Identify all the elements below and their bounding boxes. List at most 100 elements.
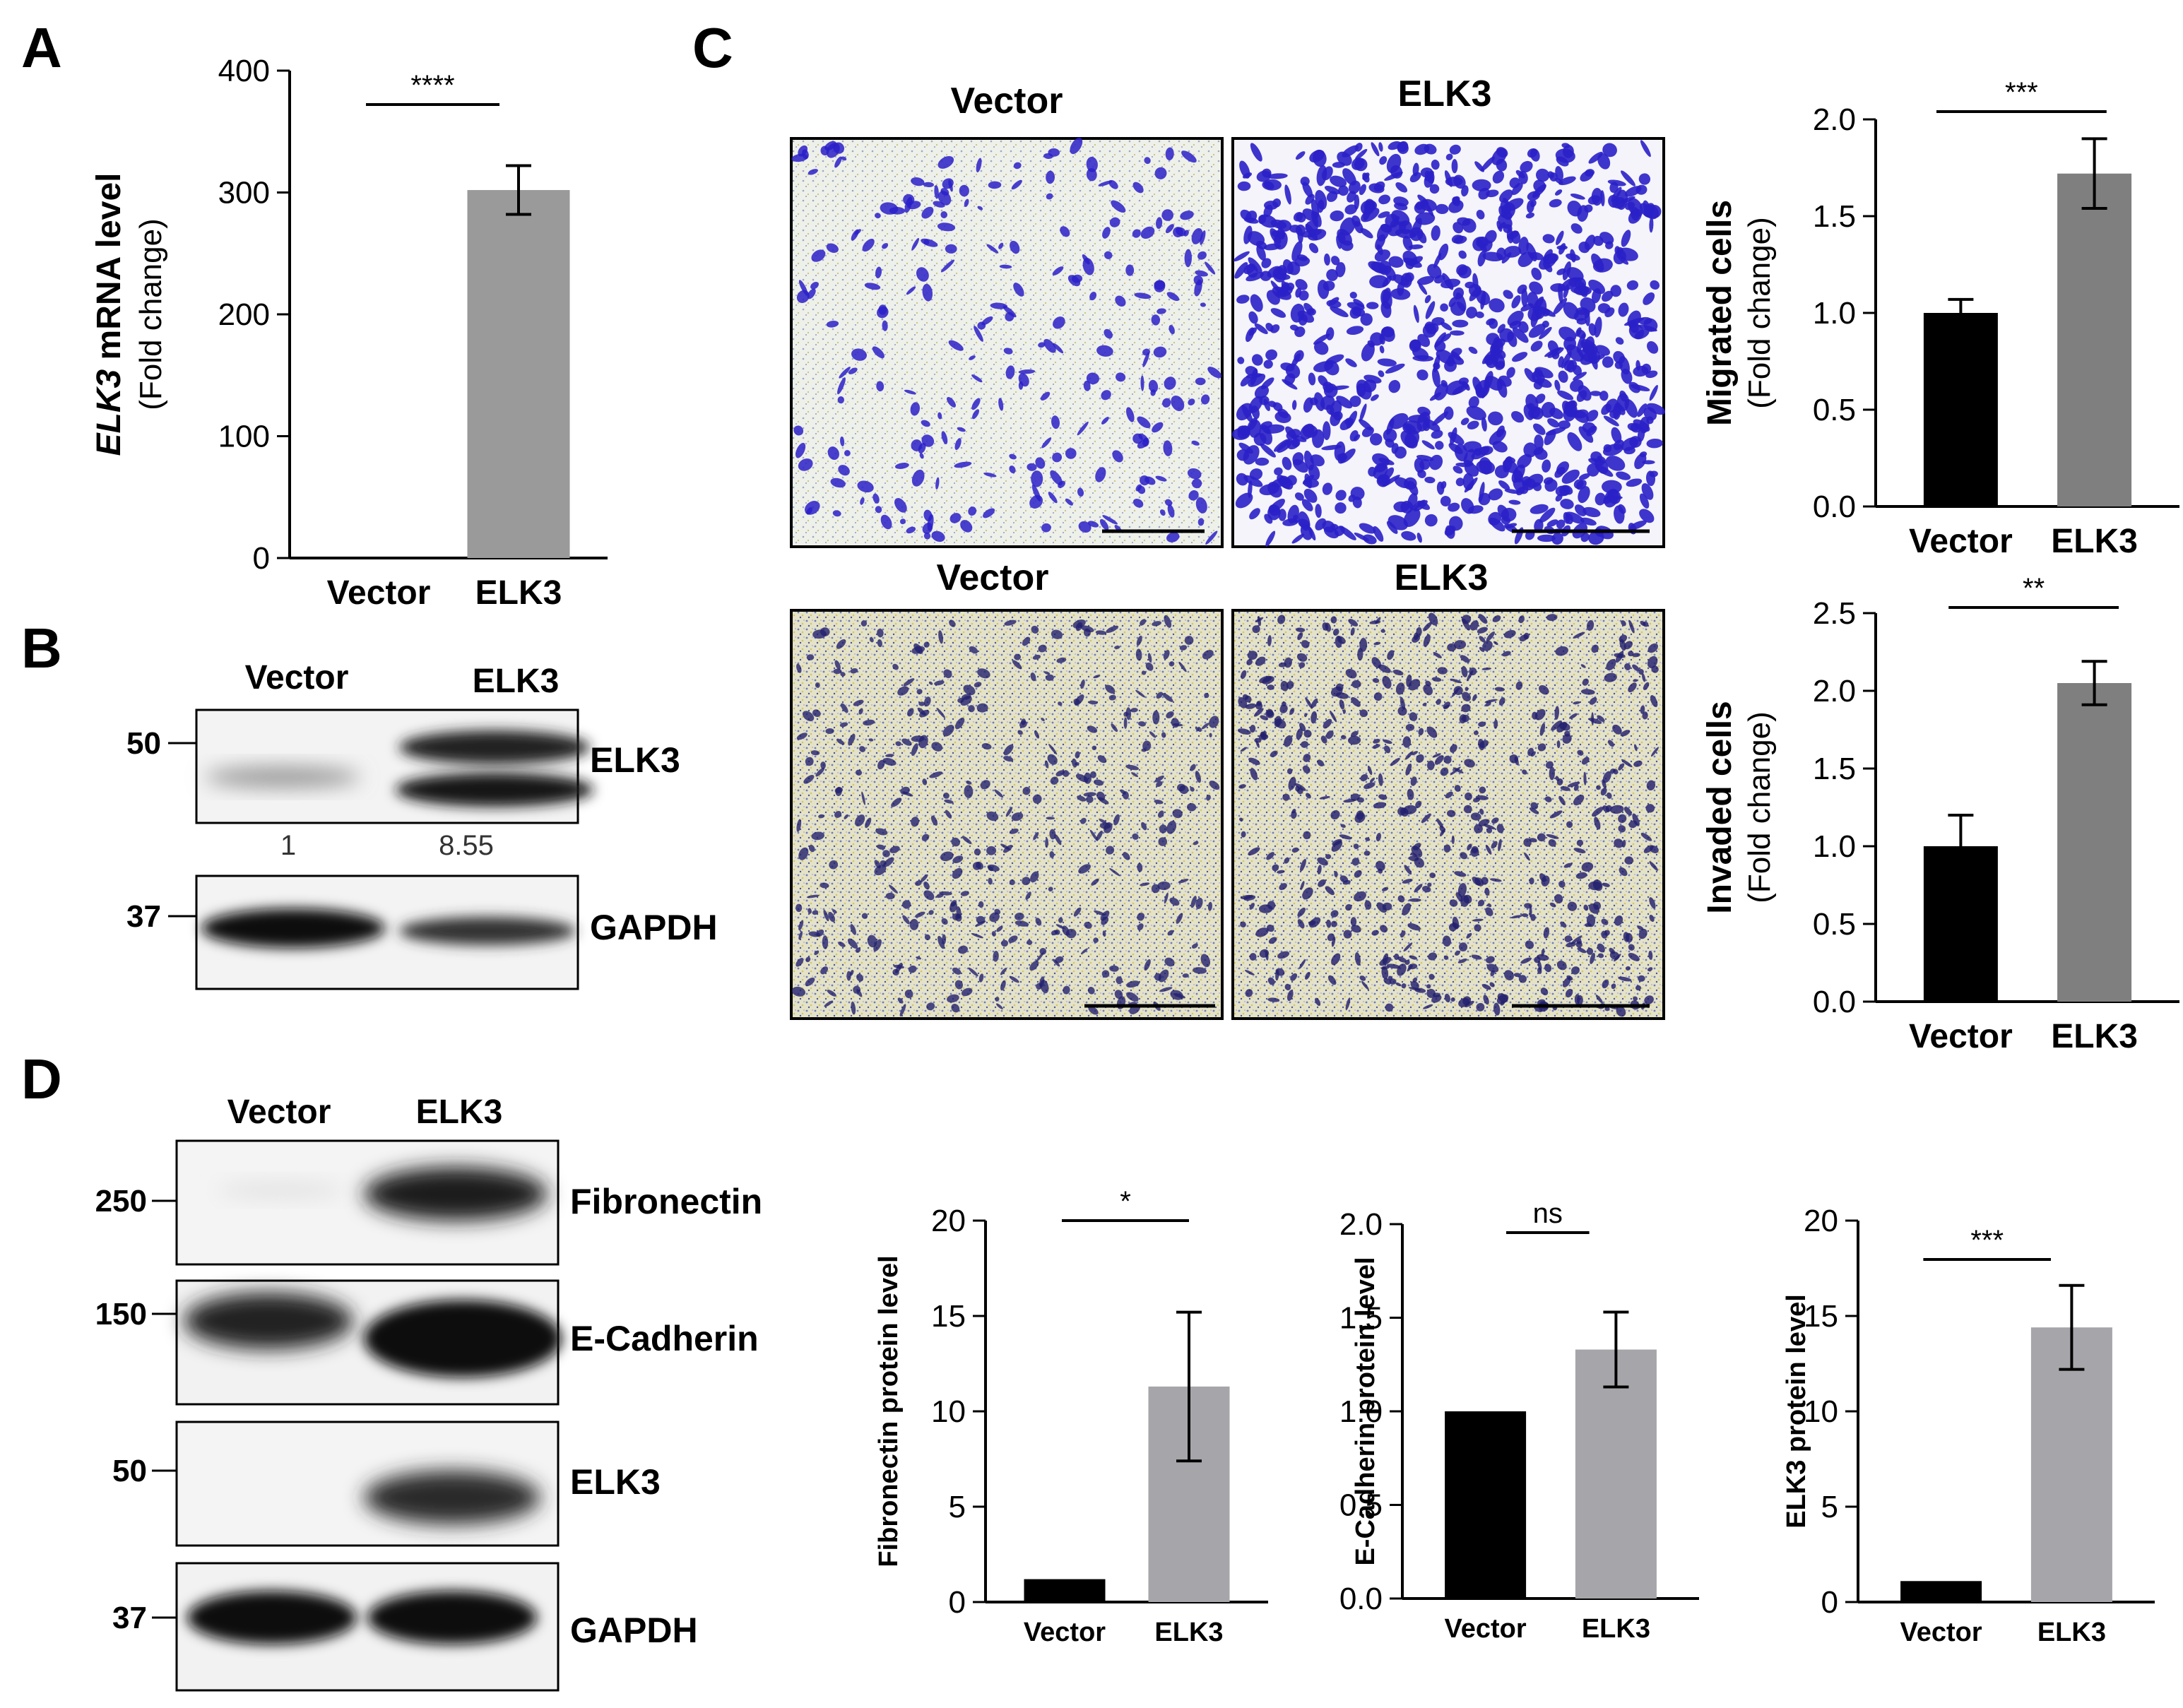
- stained-cell: [1479, 646, 1485, 653]
- stained-cell: [940, 851, 954, 862]
- stained-cell: [1649, 384, 1658, 401]
- stained-cell: [1331, 840, 1343, 852]
- stained-cell: [1049, 829, 1056, 840]
- stained-cell: [1404, 477, 1417, 490]
- stained-cell: [895, 741, 901, 747]
- band: [399, 730, 590, 764]
- stained-cell: [1274, 716, 1282, 728]
- stained-cell: [1601, 403, 1611, 415]
- bar-vector: [1024, 1579, 1106, 1602]
- y-axis-label: Migrated cells: [1701, 200, 1739, 426]
- stained-cell: [1356, 810, 1364, 820]
- stained-cell: [1634, 744, 1638, 752]
- stained-cell: [1468, 396, 1479, 408]
- stained-cell: [1649, 217, 1654, 233]
- stained-cell: [1240, 921, 1246, 927]
- stained-cell: [1453, 640, 1467, 650]
- stained-cell: [833, 668, 842, 675]
- stained-cell: [1597, 715, 1605, 723]
- band: [187, 1591, 357, 1644]
- stained-cell: [1195, 726, 1200, 732]
- stained-cell: [1555, 189, 1563, 196]
- stained-cell: [1060, 226, 1070, 237]
- stained-cell: [1489, 878, 1502, 882]
- stained-cell: [1152, 422, 1164, 433]
- stained-cell: [1509, 177, 1520, 189]
- stained-cell: [1295, 279, 1308, 290]
- stained-cell: [1191, 440, 1200, 446]
- stained-cell: [1485, 701, 1491, 707]
- stained-cell: [937, 935, 945, 949]
- stained-cell: [1363, 534, 1377, 545]
- stained-cell: [977, 668, 990, 679]
- stained-cell: [1537, 961, 1542, 971]
- stained-cell: [1345, 668, 1357, 679]
- stained-cell: [1632, 664, 1640, 672]
- blot-b-lane-vector: Vector: [245, 659, 349, 696]
- stained-cell: [1604, 489, 1619, 508]
- stained-cell: [1576, 390, 1587, 402]
- stained-cell: [1083, 628, 1091, 637]
- stained-cell: [1635, 985, 1641, 991]
- panel-label-d: D: [21, 1048, 62, 1110]
- stained-cell: [1624, 398, 1638, 418]
- stained-cell: [976, 158, 982, 172]
- stained-cell: [942, 178, 954, 189]
- stained-cell: [1078, 864, 1091, 874]
- stained-cell: [1632, 653, 1640, 658]
- stained-cell: [1137, 416, 1151, 429]
- stained-cell: [1611, 983, 1616, 990]
- blot-d-band-elk3-label: ELK3: [570, 1462, 661, 1502]
- stained-cell: [1530, 751, 1536, 757]
- stained-cell: [872, 346, 885, 359]
- stained-cell: [1475, 379, 1490, 398]
- stained-cell: [969, 355, 976, 360]
- stained-cell: [1166, 711, 1174, 718]
- stained-cell: [994, 789, 1004, 798]
- stained-cell: [1162, 398, 1171, 408]
- stained-cell: [1551, 720, 1562, 731]
- stained-cell: [1378, 211, 1390, 218]
- stained-cell: [897, 686, 909, 696]
- stained-cell: [1325, 354, 1344, 365]
- stained-cell: [848, 733, 856, 746]
- stained-cell: [1445, 791, 1453, 799]
- stained-cell: [1642, 711, 1648, 720]
- stained-cell: [1597, 953, 1604, 959]
- stained-cell: [1566, 253, 1580, 261]
- stained-cell: [1582, 422, 1596, 434]
- blot-b: Vector ELK3 50 ELK3 1 8.55 37 GAPDH: [126, 659, 718, 990]
- stained-cell: [1549, 766, 1556, 781]
- stained-cell: [1476, 210, 1485, 220]
- stained-cell: [1095, 467, 1106, 482]
- stained-cell: [1473, 730, 1479, 735]
- stained-cell: [1034, 730, 1040, 739]
- stained-cell: [1245, 989, 1253, 997]
- stained-cell: [1609, 951, 1620, 960]
- stained-cell: [1574, 277, 1587, 290]
- stained-cell: [1236, 295, 1250, 304]
- stained-cell: [877, 759, 885, 770]
- stained-cell: [1450, 330, 1465, 336]
- stained-cell: [1293, 459, 1308, 473]
- stained-cell: [1054, 834, 1062, 846]
- stained-cell: [988, 181, 1002, 189]
- significance-label: ***: [2005, 77, 2038, 108]
- stained-cell: [1486, 827, 1493, 834]
- stained-cell: [1481, 417, 1487, 432]
- stained-cell: [1529, 807, 1539, 814]
- stained-cell: [980, 780, 990, 790]
- stained-cell: [1588, 279, 1606, 295]
- stained-cell: [1418, 283, 1428, 295]
- stained-cell: [1334, 871, 1338, 878]
- stained-cell: [1570, 285, 1590, 295]
- stained-cell: [1342, 709, 1346, 714]
- stained-cell: [1493, 641, 1498, 646]
- stained-cell: [841, 156, 847, 161]
- bar-elk3: [2057, 173, 2132, 506]
- stained-cell: [983, 472, 997, 478]
- stained-cell: [1561, 278, 1578, 291]
- stained-cell: [1017, 730, 1023, 735]
- stained-cell: [1417, 333, 1431, 348]
